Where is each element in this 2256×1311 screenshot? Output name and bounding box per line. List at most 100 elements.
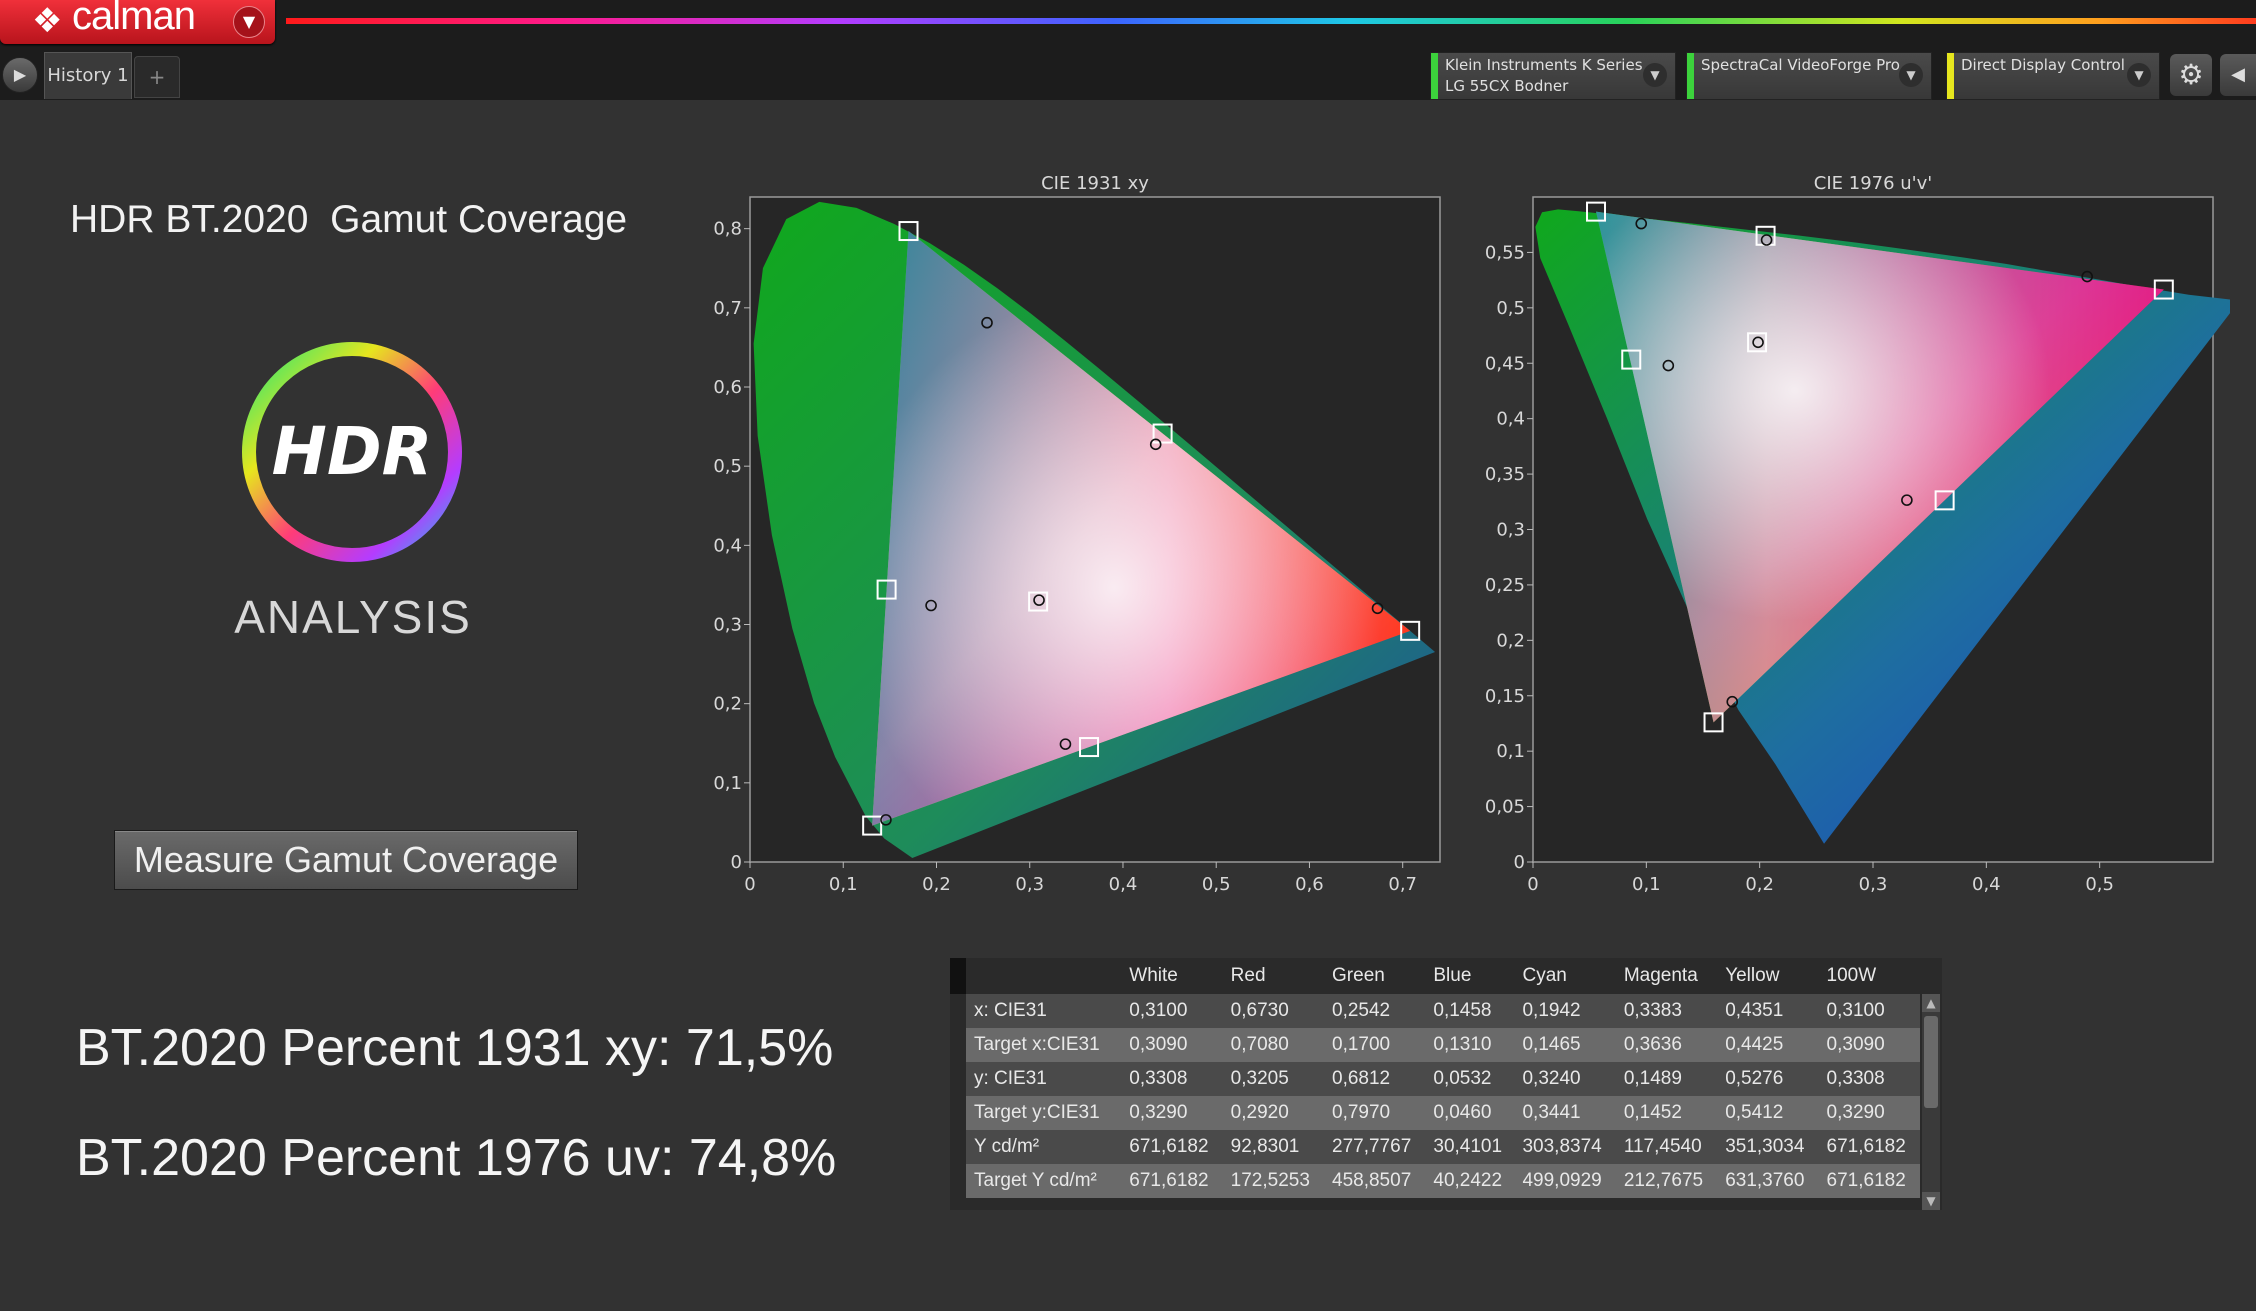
status-indicator [1947,53,1954,99]
x-tick-label: 0,3 [1015,874,1044,895]
collapse-panel-button[interactable]: ◀ [2220,54,2256,96]
chevron-down-icon[interactable]: ▼ [2127,63,2151,87]
analysis-label: ANALYSIS [234,591,472,643]
table-column-header: Yellow [1717,958,1819,994]
y-tick-label: 0 [1514,852,1525,873]
y-tick-label: 0,5 [713,456,742,477]
measured-point [1033,594,1045,606]
y-tick-label: 0,35 [1485,464,1525,485]
play-button[interactable]: ▶ [2,57,38,93]
chevron-down-icon[interactable]: ▼ [1643,63,1667,87]
table-cell: 671,6182 [1121,1164,1223,1198]
table-cell: 30,4101 [1425,1130,1515,1164]
y-tick-label: 0,3 [713,615,742,636]
table-cell: 0,2920 [1222,1096,1325,1130]
measured-point [925,599,937,612]
table-cell: 0,5276 [1717,1062,1819,1096]
table-cell: 351,3034 [1717,1130,1819,1164]
x-tick-label: 0,3 [1859,874,1888,895]
y-tick-label: 0,55 [1485,242,1525,263]
device-meter[interactable]: Klein Instruments K Series LG 55CX Bodne… [1430,52,1676,100]
y-tick-label: 0,1 [1496,741,1525,762]
scroll-down-icon[interactable]: ▼ [1922,1192,1940,1210]
table-cell: 0,3290 [1818,1096,1920,1130]
table-cell: 0,0532 [1425,1062,1515,1096]
target-point [1586,201,1607,222]
table-column-header: Cyan [1514,958,1616,994]
calman-logo-menu[interactable]: ❖ calman ▼ [0,0,275,44]
target-point [1152,423,1173,444]
table-cell: 0,3100 [1818,994,1920,1028]
tab-history-1[interactable]: History 1 [44,52,132,99]
target-point [1079,737,1100,758]
chart-title: CIE 1931 xy [1041,173,1149,194]
y-tick-label: 0,05 [1485,797,1525,818]
x-tick-label: 0,6 [1295,874,1324,895]
target-point [1934,490,1955,511]
add-tab-button[interactable]: + [134,56,180,98]
measured-point [981,316,993,329]
page-title: HDR BT.2020 Gamut Coverage [70,198,628,241]
table-row[interactable]: y: CIE31 0,3308 0,3205 0,6812 0,0532 0,3240 0,… [966,1062,1920,1096]
measured-point [1760,234,1773,246]
device-display-control[interactable]: Direct Display Control ▼ [1946,52,2160,100]
table-cell: 0,1310 [1425,1028,1515,1062]
table-row[interactable]: Target y:CIE31 0,3290 0,2920 0,7970 0,0460 0,… [966,1096,1920,1130]
x-tick-label: 0,1 [829,874,858,895]
y-tick-label: 0,15 [1485,686,1525,707]
y-tick-label: 0,25 [1485,575,1525,596]
measured-point [2081,270,2094,283]
status-indicator [1431,53,1438,99]
table-cell: 0,0460 [1425,1096,1515,1130]
measure-gamut-coverage-button[interactable]: Measure Gamut Coverage [114,830,578,890]
table-row[interactable]: Y cd/m² 671,6182 92,8301 277,7767 30,4101 303… [966,1130,1920,1164]
settings-gear-icon[interactable]: ⚙ [2170,54,2212,96]
x-tick-label: 0,7 [1388,874,1417,895]
device-pattern-generator[interactable]: SpectraCal VideoForge Pro ▼ [1686,52,1932,100]
y-tick-label: 0,1 [713,773,742,794]
y-tick-label: 0 [731,852,742,873]
table-row[interactable]: x: CIE31 0,3100 0,6730 0,2542 0,1458 0,1942 0,… [966,994,1920,1028]
white-point-glow [1596,211,2164,723]
table-row[interactable]: Target Y cd/m² 671,6182 172,5253 458,8507 40… [966,1164,1920,1198]
chevron-down-icon[interactable]: ▼ [1899,63,1923,87]
table-cell: 0,1452 [1615,1096,1718,1130]
table-column-header: 100W [1818,958,1920,994]
status-indicator [1687,53,1694,99]
table-cell: 0,3090 [1818,1028,1920,1062]
y-tick-label: 0,2 [1496,630,1525,651]
scrollbar-thumb[interactable] [1924,1016,1938,1108]
table-cell: 40,2422 [1425,1164,1515,1198]
table-column-header: Magenta [1615,958,1718,994]
table-scrollbar[interactable]: ▲ ▼ [1922,994,1940,1210]
device-pattern-generator-label: SpectraCal VideoForge Pro [1701,56,1900,74]
y-tick-label: 0,7 [713,298,742,319]
y-tick-label: 0,5 [1496,298,1525,319]
chevron-down-icon[interactable]: ▼ [233,6,265,38]
table-cell: 212,7675 [1615,1164,1718,1198]
target-point [1400,620,1421,641]
x-tick-label: 0 [744,874,755,895]
table-cell: 0,7970 [1324,1096,1426,1130]
measured-point [1752,336,1764,349]
target-point [862,815,883,836]
table-column-header [966,958,1122,994]
table-cell: 0,3441 [1514,1096,1616,1130]
table-cell: 0,3090 [1121,1028,1223,1062]
table-cell: 0,1458 [1425,994,1515,1028]
table-cell: 671,6182 [1818,1130,1920,1164]
target-point [1621,349,1642,370]
chart-title: CIE 1976 u'v' [1814,173,1932,194]
table-cell: 631,3760 [1717,1164,1819,1198]
table-cell: 0,6730 [1222,994,1325,1028]
table-cell: 0,4425 [1717,1028,1819,1062]
row-label: Y cd/m² [966,1130,1122,1164]
table-cell: 458,8507 [1324,1164,1426,1198]
table-cell: 0,3308 [1121,1062,1223,1096]
table-header-row: White Red Green Blue Cyan Magenta Yellow 100W [966,958,1920,994]
scroll-up-icon[interactable]: ▲ [1922,994,1940,1012]
percent-1931-label: BT.2020 Percent 1931 xy: 71,5% [76,1019,834,1077]
target-point [898,221,919,242]
table-row[interactable]: Target x:CIE31 0,3090 0,7080 0,1700 0,1310 0,… [966,1028,1920,1062]
white-point-glow [872,231,1411,826]
